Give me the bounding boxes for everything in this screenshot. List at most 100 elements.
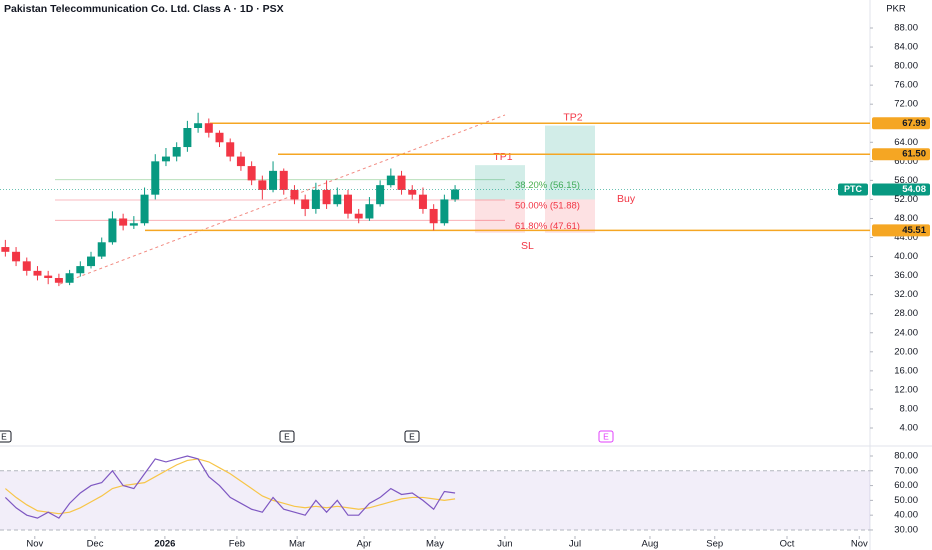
earnings-label: E <box>284 431 290 441</box>
x-tick-label: Jul <box>569 539 581 550</box>
y-tick-label: 4.00 <box>900 423 919 434</box>
y-tick-label: 36.00 <box>894 270 918 281</box>
y-tick-label: 64.00 <box>894 137 918 148</box>
earnings-label: E <box>409 431 415 441</box>
candle-body <box>1 247 10 252</box>
y-tick-label: 80.00 <box>894 61 918 72</box>
candle-body <box>97 242 106 257</box>
x-tick-label: Jun <box>497 539 512 550</box>
candle-body <box>440 199 449 224</box>
x-tick-label: 2026 <box>154 539 175 550</box>
y-tick-label: 8.00 <box>900 403 919 414</box>
candle-body <box>322 189 331 205</box>
level-tag <box>872 148 930 161</box>
annotation: SL <box>521 240 534 252</box>
earnings-marker <box>0 430 12 443</box>
candle-body <box>301 199 310 209</box>
earnings-marker <box>279 430 295 443</box>
candle-body <box>12 251 21 262</box>
rsi-y-tick-label: 30.00 <box>894 524 918 535</box>
candle-body <box>151 161 160 195</box>
candle-body <box>140 194 149 224</box>
candle-body <box>290 189 299 200</box>
level-label: 61.50 <box>902 149 926 160</box>
candle-body <box>44 275 53 278</box>
earnings-label: E <box>1 431 7 441</box>
x-tick-label: Sep <box>706 539 723 550</box>
y-tick-label: 84.00 <box>894 42 918 53</box>
x-tick-label: May <box>426 539 444 550</box>
x-tick-label: Mar <box>289 539 305 550</box>
y-tick-label: 56.00 <box>894 175 918 186</box>
y-tick-label: 52.00 <box>894 194 918 205</box>
rsi-y-tick-label: 60.00 <box>894 480 918 491</box>
y-tick-label: 12.00 <box>894 384 918 395</box>
candle-body <box>333 194 342 205</box>
y-tick-label: 72.00 <box>894 99 918 110</box>
candle-body <box>247 166 256 181</box>
level-tag <box>872 224 930 237</box>
position-label: TP1 <box>493 151 512 163</box>
candle-body <box>451 189 460 200</box>
candle-body <box>172 147 181 157</box>
plot: 4.00 8.00 12.00 16.00 20.00 24.00 28.00 32.00 36… <box>0 23 930 550</box>
position-label: TP2 <box>563 111 582 123</box>
candle-body <box>194 123 203 128</box>
candle-body <box>344 194 352 214</box>
rsi-y-tick-label: 70.00 <box>894 465 918 476</box>
target-zone <box>475 165 525 200</box>
level-label: 67.99 <box>902 118 926 129</box>
y-tick-label: 76.00 <box>894 80 918 91</box>
y-tick-label: 24.00 <box>894 327 918 338</box>
rsi-y-tick-label: 50.00 <box>894 495 918 506</box>
candle-body <box>365 204 374 219</box>
candle-body <box>161 156 170 162</box>
candle-body <box>33 270 42 276</box>
candle-body <box>129 223 138 226</box>
rsi-band <box>0 470 870 530</box>
earnings-label: E <box>603 431 609 441</box>
y-tick-label: 44.00 <box>894 232 918 243</box>
x-tick-label: Feb <box>229 539 245 550</box>
candle-body <box>429 208 438 224</box>
rsi-line <box>4 455 456 519</box>
x-tick-label: Apr <box>357 539 372 550</box>
candle-body <box>236 156 245 167</box>
x-tick-label: Nov <box>26 539 43 550</box>
y-tick-label: 20.00 <box>894 346 918 357</box>
candle-body <box>22 261 31 271</box>
y-tick-label: 32.00 <box>894 289 918 300</box>
y-tick-label: 88.00 <box>894 23 918 34</box>
candle-body <box>204 123 213 133</box>
candle-body <box>108 218 117 243</box>
candle-body <box>269 170 278 190</box>
earnings-marker <box>598 430 614 443</box>
candle-body <box>258 180 267 190</box>
candle-body <box>215 132 224 143</box>
last-price-tag <box>872 183 930 196</box>
symbol-label: PTC <box>844 184 863 194</box>
candle-body <box>311 189 320 209</box>
rsi-line <box>4 458 456 515</box>
y-tick-label: 16.00 <box>894 365 918 376</box>
earnings-marker <box>404 430 420 443</box>
y-tick-label: 48.00 <box>894 213 918 224</box>
y-tick-label: 60.00 <box>894 156 918 167</box>
candle-body <box>418 194 427 209</box>
fib-label: 61.80% (47.61) <box>515 221 580 232</box>
y-tick-label: 40.00 <box>894 251 918 262</box>
x-tick-label: Nov <box>851 539 868 550</box>
candle-body <box>65 273 74 283</box>
candle-body <box>408 189 417 195</box>
target-zone <box>545 125 595 200</box>
candle-body <box>397 175 406 190</box>
candle-body <box>226 142 235 157</box>
currency-label: PKR <box>886 4 906 15</box>
x-tick-label: Dec <box>87 539 104 550</box>
candle-body <box>279 170 288 190</box>
rsi-y-tick-label: 80.00 <box>894 451 918 462</box>
stop-zone <box>545 199 595 233</box>
y-tick-label: 28.00 <box>894 308 918 319</box>
annotation: Buy <box>617 193 636 205</box>
